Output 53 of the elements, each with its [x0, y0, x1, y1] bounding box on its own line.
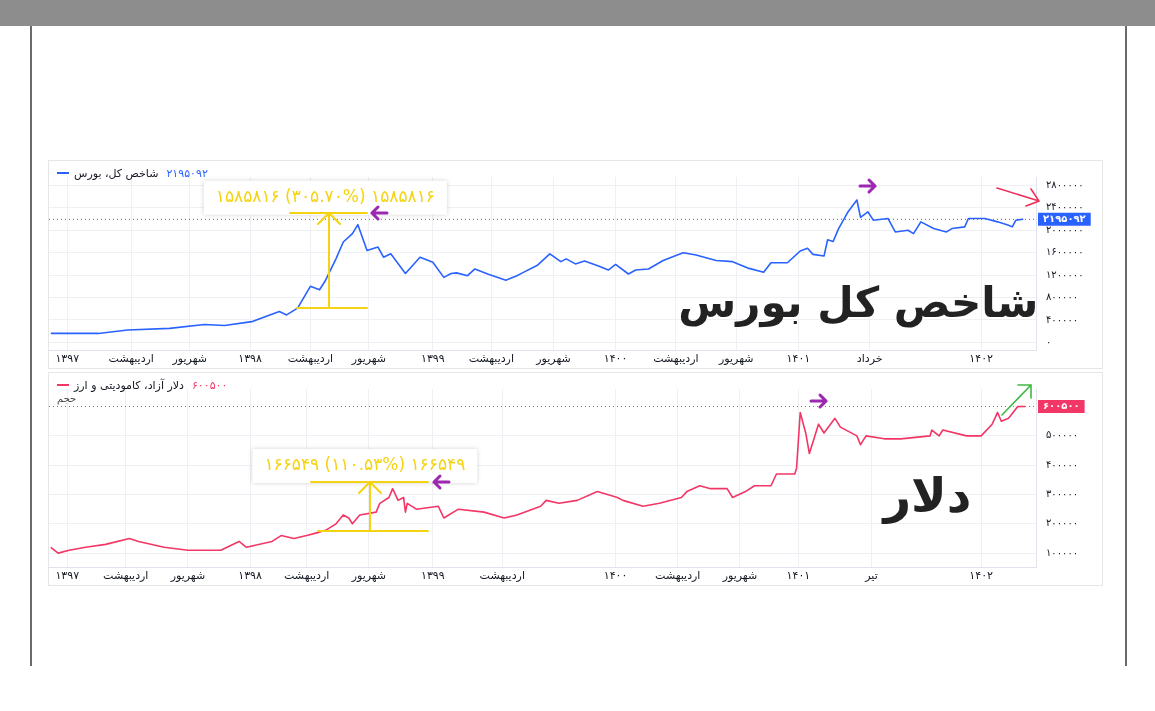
x-tick-label: ۱۴۰۲	[969, 569, 994, 583]
ref-line-label: ۲۱۹۵۰۹۲	[1043, 212, 1086, 224]
x-tick-label: اردیبهشت	[468, 352, 514, 366]
x-tick-label: ۱۴۰۲	[969, 352, 994, 366]
x-tick-label: ۱۴۰۰	[603, 352, 628, 366]
x-tick-label: شهریور	[721, 569, 758, 583]
x-tick-label: ۱۳۹۷	[55, 352, 80, 366]
x-tick-label: ۱۳۹۷	[55, 569, 80, 583]
x-tick-label: ۱۳۹۹	[421, 352, 445, 366]
y-tick-label: ۰	[1046, 335, 1052, 347]
annotation: ۱۵۸۵۸۱۶ (۳۰۵.۷۰%) ۱۵۸۵۸۱۶	[215, 186, 435, 207]
annotation: شاخص کل بورس	[678, 277, 1039, 328]
text: ۲۱۹۵۰۹۲	[166, 167, 208, 180]
y-tick-label: ۵۰۰۰۰۰	[1046, 429, 1079, 441]
x-tick-label: شهریور	[169, 569, 206, 583]
x-tick-label: ۱۴۰۱	[786, 352, 811, 366]
x-tick-label: اردیبهشت	[655, 569, 701, 583]
ref-line-label: ۶۰۰۵۰۰	[1043, 400, 1080, 412]
y-tick-label: ۱۶۰۰۰۰۰	[1046, 246, 1084, 258]
y-tick-label: ۱۰۰۰۰۰	[1046, 546, 1079, 558]
x-tick-label: ۱۴۰۰	[603, 569, 628, 583]
y-tick-label: ۴۰۰۰۰۰	[1046, 313, 1079, 325]
x-tick-label: اردیبهشت	[108, 352, 154, 366]
y-tick-label: ۸۰۰۰۰۰	[1046, 291, 1079, 303]
x-tick-label: تیر	[864, 569, 878, 583]
x-tick-label: اردیبهشت	[103, 569, 149, 583]
x-tick-label: ۱۳۹۸	[238, 569, 262, 583]
x-tick-label: اردیبهشت	[479, 569, 525, 583]
y-tick-label: ۴۰۰۰۰۰	[1046, 458, 1079, 470]
x-tick-label: شهریور	[718, 352, 754, 366]
annotation: ۱۶۶۵۴۹ (۱۱۰.۵۳%) ۱۶۶۵۴۹	[264, 454, 466, 475]
x-tick-label: ۱۳۹۸	[238, 352, 262, 366]
legend-label: دلار آزاد، کامودیتی و ارز	[74, 379, 184, 392]
annotation: حجم	[57, 393, 77, 406]
y-tick-label: ۳۰۰۰۰۰	[1046, 488, 1079, 500]
x-tick-label: شهریور	[535, 352, 571, 366]
x-tick-label: اردیبهشت	[653, 352, 699, 366]
x-tick-label: ۱۳۹۹	[421, 569, 445, 583]
x-tick-label: اردیبهشت	[287, 352, 334, 366]
x-tick-label: شهریور	[350, 569, 387, 583]
y-tick-label: ۲۴۰۰۰۰۰	[1046, 201, 1084, 213]
x-tick-label: شهریور	[350, 352, 387, 366]
y-tick-label: ۲۰۰۰۰۰	[1046, 517, 1079, 529]
legend-label: شاخص کل، بورس	[74, 167, 159, 180]
y-tick-label: ۱۲۰۰۰۰۰	[1046, 268, 1084, 280]
text: ۶۰۰۵۰۰	[191, 379, 228, 392]
x-tick-label: اردیبهشت	[284, 569, 330, 583]
x-tick-label: خرداد	[856, 352, 883, 366]
x-tick-label: شهریور	[171, 352, 207, 366]
annotation: دلار	[881, 467, 972, 525]
y-tick-label: ۲۸۰۰۰۰۰	[1046, 179, 1084, 190]
x-tick-label: ۱۴۰۱	[786, 569, 811, 583]
y-tick-label: ۲۰۰۰۰۰۰	[1046, 223, 1084, 235]
